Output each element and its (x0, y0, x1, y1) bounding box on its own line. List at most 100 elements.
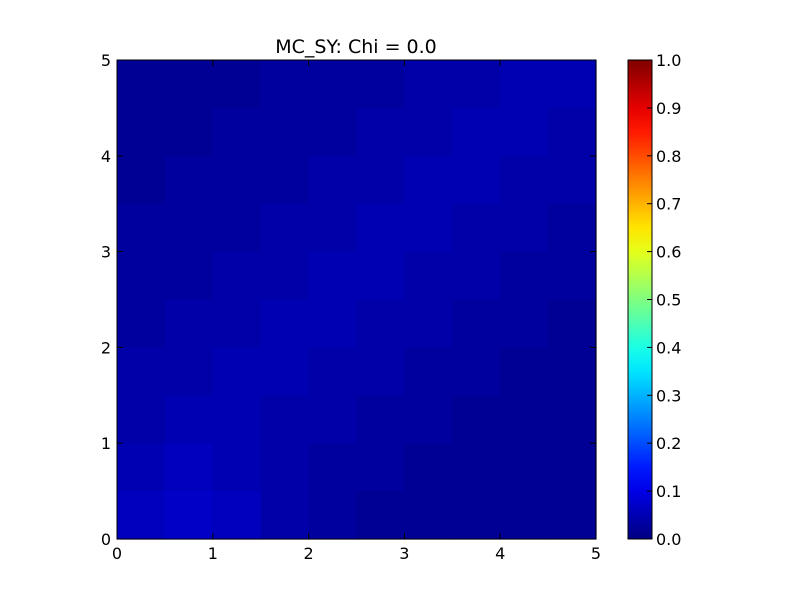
heatmap-cell (356, 203, 405, 253)
heatmap-cell (117, 443, 166, 492)
heatmap-cell (308, 107, 358, 157)
colorbar-tick-label: 0.0 (656, 530, 681, 549)
y-tick-label: 0 (101, 530, 111, 549)
heatmap-cell (452, 443, 501, 492)
heatmap-cell (308, 155, 358, 205)
heatmap-cell (117, 203, 166, 253)
heatmap-cell (500, 299, 549, 348)
heatmap-cell (260, 60, 310, 109)
heatmap-cell (117, 60, 166, 109)
heatmap-cell (260, 203, 310, 253)
heatmap-cell (164, 60, 214, 109)
heatmap-cell (212, 347, 262, 396)
heatmap-cell (404, 203, 453, 253)
heatmap-cell (452, 491, 501, 540)
heatmap-cell (308, 443, 358, 492)
heatmap-cell (212, 155, 262, 205)
heatmap-cell (404, 155, 453, 205)
heatmap-cell (404, 347, 453, 396)
heatmap-cell (260, 347, 310, 396)
heatmap-cell (404, 491, 453, 540)
heatmap-cell (356, 60, 405, 109)
heatmap-cell (164, 251, 214, 301)
heatmap-cell (500, 203, 549, 253)
colorbar-tick-label: 0.7 (656, 195, 681, 214)
heatmap-cell (212, 395, 262, 444)
x-tick-label: 1 (208, 544, 218, 563)
heatmap-cell (452, 107, 501, 157)
heatmap-cell (117, 491, 166, 540)
y-tick-label: 3 (101, 243, 111, 262)
heatmap-cell (548, 251, 597, 301)
heatmap-cell (356, 155, 405, 205)
heatmap-cell (500, 395, 549, 444)
heatmap-cell (308, 395, 358, 444)
heatmap-cell (548, 299, 597, 348)
colorbar-axis: 0.0 0.1 0.2 0.3 0.4 0.5 0.6 0.7 0.8 0.9 1.0 (647, 51, 681, 549)
heatmap-cell (308, 347, 358, 396)
colorbar-tick-label: 0.8 (656, 147, 681, 166)
heatmap-cell (356, 107, 405, 157)
colorbar-tick-label: 0.9 (656, 99, 681, 118)
heatmap-cell (212, 299, 262, 348)
heatmap-cell (452, 155, 501, 205)
colorbar-tick-label: 0.1 (656, 482, 681, 501)
heatmap-cell (260, 251, 310, 301)
heatmap-cell (164, 107, 214, 157)
y-tick-label: 5 (101, 51, 111, 70)
heatmap-cell (500, 155, 549, 205)
heatmap-cell (500, 60, 549, 109)
x-tick-label: 5 (591, 544, 601, 563)
heatmap-cell (117, 251, 166, 301)
heatmap-cell (356, 347, 405, 396)
heatmap-cell (212, 203, 262, 253)
heatmap-cell (548, 107, 597, 157)
colorbar-tick-label: 0.3 (656, 386, 681, 405)
heatmap-cell (500, 491, 549, 540)
heatmap-cell (164, 395, 214, 444)
heatmap-cell (212, 491, 262, 540)
heatmap-cell (452, 299, 501, 348)
x-tick-label: 2 (304, 544, 314, 563)
heatmap-cell (500, 443, 549, 492)
heatmap-cell (548, 155, 597, 205)
heatmap-cell (260, 395, 310, 444)
heatmap-cell (500, 251, 549, 301)
heatmap-cell (117, 155, 166, 205)
heatmap-cell (452, 395, 501, 444)
heatmap-cell (356, 251, 405, 301)
heatmap-cell (260, 299, 310, 348)
colorbar-tick-label: 0.6 (656, 243, 681, 262)
heatmap-cell (404, 107, 453, 157)
x-tick-label: 4 (495, 544, 505, 563)
heatmap-cell (164, 491, 214, 540)
x-tick-label: 0 (112, 544, 122, 563)
y-axis: 0 1 2 3 4 5 (101, 51, 596, 549)
heatmap-cell (260, 491, 310, 540)
heatmap-cell (260, 107, 310, 157)
heatmap-cell (548, 60, 597, 109)
colorbar-tick-label: 0.2 (656, 434, 681, 453)
heatmap-cell (308, 60, 358, 109)
heatmap-cell (212, 60, 262, 109)
heatmap-cell (404, 395, 453, 444)
heatmap-cell (356, 491, 405, 540)
heatmap-cell (356, 443, 405, 492)
heatmap-cell (308, 203, 358, 253)
heatmap-cell (356, 395, 405, 444)
heatmap-cell (548, 203, 597, 253)
colorbar-tick-label: 1.0 (656, 51, 681, 70)
colorbar-tick-label: 0.4 (656, 338, 681, 357)
plot-frame (116, 59, 597, 540)
heatmap-cell (452, 347, 501, 396)
heatmap-cell (212, 251, 262, 301)
heatmap-cell (404, 251, 453, 301)
x-axis: 0 1 2 3 4 5 (112, 60, 601, 563)
heatmap-cell (500, 347, 549, 396)
heatmap-cell (164, 155, 214, 205)
heatmap-cell (452, 203, 501, 253)
colorbar-tick-label: 0.5 (656, 291, 681, 310)
y-tick-label: 1 (101, 434, 111, 453)
heatmap-cell (164, 299, 214, 348)
heatmap-cell (500, 107, 549, 157)
